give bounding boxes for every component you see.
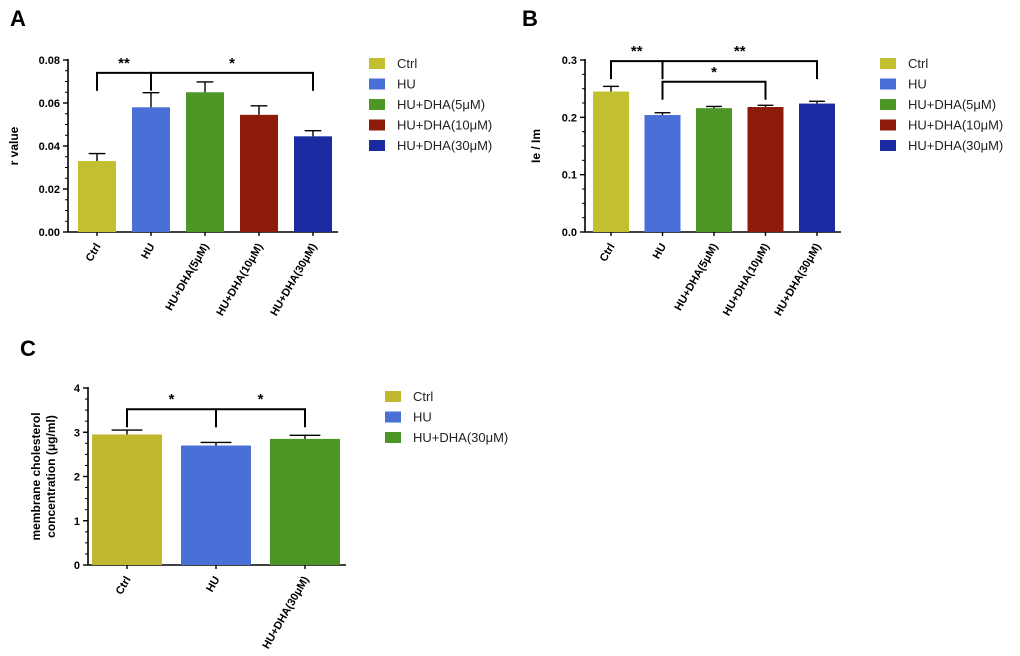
y-tick-label: 0	[74, 560, 80, 572]
x-tick-label: Ctrl	[598, 242, 618, 264]
legend-swatch	[880, 99, 896, 110]
legend-swatch	[385, 391, 401, 402]
legend-label: HU	[413, 410, 432, 425]
legend-label: HU+DHA(10μM)	[908, 118, 1003, 133]
legend-swatch	[385, 432, 401, 443]
y-axis-title: concentration (μg/ml)	[44, 415, 58, 538]
legend-swatch	[369, 140, 385, 151]
bar	[270, 438, 340, 565]
legend-label: HU+DHA(30μM)	[413, 430, 508, 445]
bar	[132, 107, 170, 232]
y-tick-label: 3	[74, 427, 80, 439]
significance-bracket	[661, 60, 818, 80]
significance-label: **	[631, 43, 643, 60]
x-tick-label: HU+DHA(30μM)	[268, 241, 319, 318]
y-tick-label: 0.2	[562, 112, 577, 124]
significance-bracket	[661, 80, 767, 100]
bar	[799, 103, 835, 232]
significance-label: *	[169, 391, 175, 408]
legend-label: HU+DHA(10μM)	[397, 118, 492, 133]
legend-label: Ctrl	[908, 56, 928, 71]
y-tick-label: 0.0	[562, 227, 577, 239]
legend-label: HU+DHA(30μM)	[397, 138, 492, 153]
panel-letter-c: C	[20, 336, 36, 361]
y-axis-title: Ie / Im	[529, 129, 543, 163]
bar	[240, 114, 278, 232]
panel-letter-b: B	[522, 6, 538, 31]
legend-label: HU+DHA(5μM)	[908, 97, 996, 112]
significance-label: *	[229, 55, 235, 72]
y-axis-title: r value	[7, 126, 21, 165]
significance-bracket	[610, 60, 664, 80]
x-tick-label: HU+DHA(30μM)	[260, 574, 311, 651]
x-tick-label: HU	[139, 241, 157, 261]
bar	[181, 445, 251, 565]
legend-label: HU+DHA(5μM)	[397, 97, 485, 112]
y-tick-label: 0.3	[562, 55, 577, 67]
bar	[294, 136, 332, 232]
bar	[92, 434, 162, 565]
panel-letter-a: A	[10, 6, 26, 31]
y-tick-label: 0.00	[39, 227, 60, 239]
bar	[593, 91, 629, 233]
legend-swatch	[369, 78, 385, 90]
y-tick-label: 1	[74, 516, 80, 528]
legend-swatch	[385, 411, 401, 423]
y-tick-label: 0.08	[39, 55, 60, 67]
bar	[78, 161, 116, 232]
significance-bracket	[126, 408, 217, 428]
y-tick-label: 4	[74, 383, 81, 395]
significance-bracket	[215, 408, 306, 428]
x-tick-label: HU+DHA(30μM)	[772, 241, 823, 318]
y-axis-title: membrane cholesterol	[29, 412, 43, 540]
significance-label: *	[258, 391, 264, 408]
significance-label: **	[734, 43, 746, 60]
y-tick-label: 0.06	[39, 98, 60, 110]
y-tick-label: 2	[74, 472, 80, 484]
chart-panel-c: 0 1 2 3 4 membrane cholesterol concentration (…	[29, 383, 508, 651]
legend-swatch	[880, 78, 896, 90]
legend-swatch	[369, 58, 385, 69]
significance-label: *	[711, 64, 717, 81]
chart-panel-a: 0.00 0.02 0.04 0.06 0.08 r value Ctrl HU HU+DHA(…	[7, 55, 492, 318]
legend-label: Ctrl	[413, 389, 433, 404]
x-tick-label: Ctrl	[114, 575, 134, 597]
x-tick-label: HU+DHA(10μM)	[721, 241, 772, 318]
significance-bracket	[96, 71, 152, 91]
legend-swatch	[880, 58, 896, 69]
legend-label: Ctrl	[397, 56, 417, 71]
y-tick-label: 0.02	[39, 184, 60, 196]
bar	[186, 92, 224, 232]
legend-swatch	[880, 140, 896, 151]
x-tick-label: HU	[204, 574, 222, 594]
x-tick-label: HU+DHA(5μM)	[163, 241, 211, 313]
x-tick-label: HU	[651, 241, 669, 261]
legend-swatch	[369, 119, 385, 131]
x-tick-label: Ctrl	[84, 242, 104, 264]
x-tick-label: HU+DHA(5μM)	[672, 241, 720, 313]
bar	[747, 107, 784, 232]
significance-bracket	[150, 71, 314, 91]
bar	[644, 115, 681, 232]
legend-label: HU	[397, 77, 416, 92]
y-tick-label: 0.1	[562, 170, 577, 182]
significance-label: **	[118, 55, 130, 72]
bar	[696, 108, 732, 232]
y-tick-label: 0.04	[39, 141, 61, 153]
legend-label: HU+DHA(30μM)	[908, 138, 1003, 153]
legend-swatch	[880, 119, 896, 131]
legend-label: HU	[908, 77, 927, 92]
legend-swatch	[369, 99, 385, 110]
x-tick-label: HU+DHA(10μM)	[214, 241, 265, 318]
